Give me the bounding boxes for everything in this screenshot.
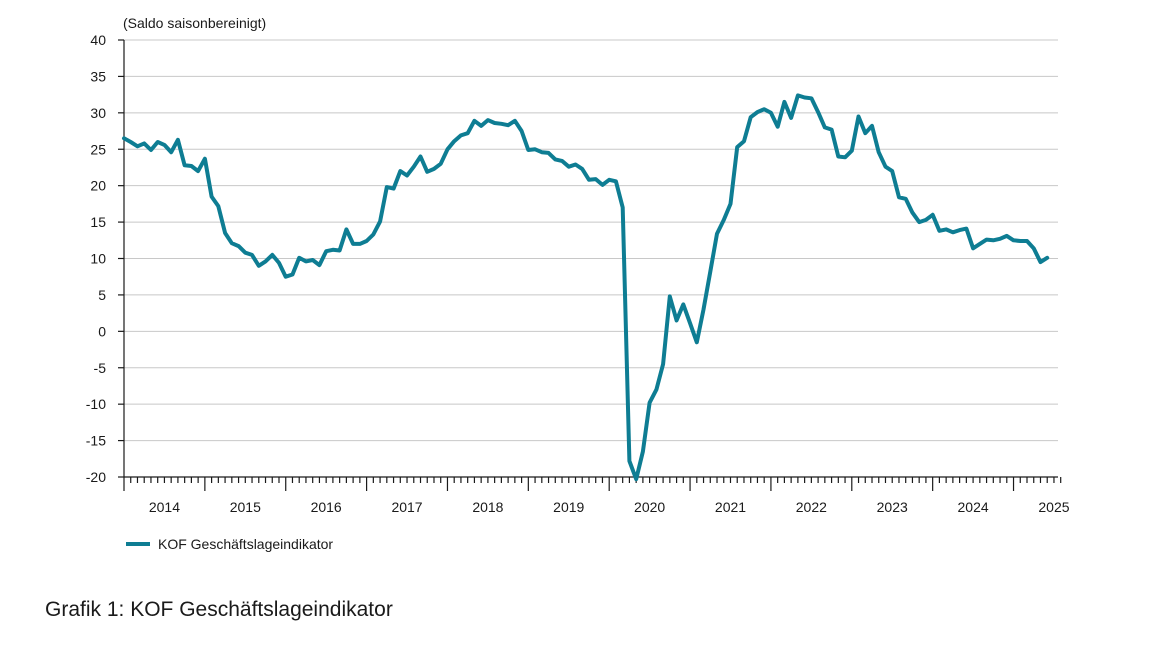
x-tick-label: 2022 <box>796 499 827 515</box>
y-tick-label: -20 <box>86 469 106 485</box>
x-tick-label: 2017 <box>391 499 422 515</box>
y-tick-label: -10 <box>86 396 106 412</box>
y-tick-label: 40 <box>90 32 106 48</box>
series-line <box>122 93 1050 482</box>
x-tick-label: 2024 <box>958 499 989 515</box>
y-tick-label: 35 <box>90 68 106 84</box>
y-tick-label: 30 <box>90 105 106 121</box>
y-tick-label: 20 <box>90 178 106 194</box>
y-axis-unit-label: (Saldo saisonbereinigt) <box>123 15 266 31</box>
x-tick-label: 2018 <box>472 499 503 515</box>
y-tick-label: 25 <box>90 141 106 157</box>
y-tick-label: -15 <box>86 433 106 449</box>
legend: KOF Geschäftslageindikator <box>126 536 333 552</box>
x-tick-label: 2014 <box>149 499 180 515</box>
x-tick-label: 2025 <box>1038 499 1069 515</box>
x-tick-label: 2021 <box>715 499 746 515</box>
series-layer <box>122 93 1050 482</box>
y-tick-label: 5 <box>98 287 106 303</box>
line-chart: (Saldo saisonbereinigt) 4035302520151050… <box>86 15 1070 552</box>
figure-caption: Grafik 1: KOF Geschäftslageindikator <box>45 598 393 621</box>
y-tick-label: 10 <box>90 251 106 267</box>
legend-label: KOF Geschäftslageindikator <box>158 536 333 552</box>
x-tick-label: 2015 <box>230 499 261 515</box>
x-tick-label: 2016 <box>311 499 342 515</box>
y-tick-label: -5 <box>94 360 107 376</box>
x-axis: 2014 2015 2016 2017 2018 2019 2020 2021 2022 2023… <box>123 476 1070 515</box>
y-tick-label: 0 <box>98 323 106 339</box>
x-tick-label: 2020 <box>634 499 665 515</box>
y-axis: 40 35 30 25 20 15 10 5 0 -5 -10 -15 -20 <box>86 32 125 485</box>
gridlines <box>124 39 1058 478</box>
y-tick-label: 15 <box>90 214 106 230</box>
x-tick-label: 2019 <box>553 499 584 515</box>
x-tick-label: 2023 <box>877 499 908 515</box>
